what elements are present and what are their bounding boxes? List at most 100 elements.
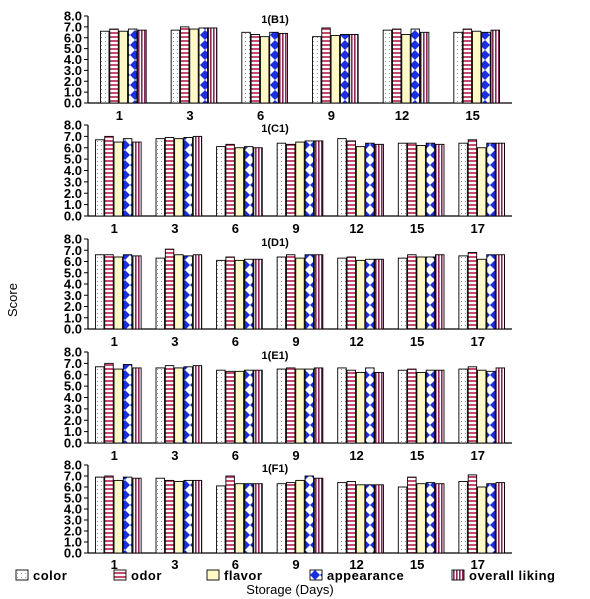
bar-odor xyxy=(110,29,119,103)
x-tick-label: 1 xyxy=(111,448,118,463)
bar-overall-liking xyxy=(133,142,142,216)
x-tick-label: 1 xyxy=(116,108,123,123)
bar-appearance xyxy=(305,141,314,216)
bar-appearance xyxy=(305,476,314,553)
bar-flavor xyxy=(114,480,123,553)
bar-appearance xyxy=(123,365,132,443)
bar-overall-liking xyxy=(193,366,202,443)
bar-color xyxy=(277,143,286,216)
bar-flavor xyxy=(477,487,486,553)
bar-appearance xyxy=(366,485,375,553)
bar-appearance xyxy=(244,259,253,329)
bar-flavor xyxy=(477,259,486,329)
bar-flavor xyxy=(356,485,365,553)
legend-label: overall liking xyxy=(469,568,555,583)
bar-appearance xyxy=(487,484,496,553)
legend-label: appearance xyxy=(327,568,404,583)
legend-label: color xyxy=(33,568,67,583)
panel-2: 0.01.02.03.04.05.06.07.08.0 1(C1)1 3 6 9 12 15… xyxy=(64,118,512,237)
panel-title: 1(D1) xyxy=(261,237,289,249)
bar-color xyxy=(156,478,165,553)
x-tick-label: 9 xyxy=(292,221,299,236)
bar-appearance xyxy=(411,29,420,103)
bar-overall-liking xyxy=(496,143,505,216)
bar-overall-liking xyxy=(193,136,202,216)
bar-overall-liking xyxy=(435,255,444,329)
bar-color xyxy=(156,368,165,443)
bar-odor xyxy=(105,476,114,553)
bar-odor xyxy=(251,34,260,103)
legend-item-color: color xyxy=(16,568,67,583)
bar-color xyxy=(459,369,468,443)
bar-appearance xyxy=(366,143,375,216)
bar-appearance xyxy=(244,147,253,216)
bar-overall-liking xyxy=(279,33,288,103)
bar-odor xyxy=(180,27,189,103)
bar-flavor xyxy=(119,31,128,103)
x-axis-label: Storage (Days) xyxy=(246,582,333,597)
x-tick-label: 17 xyxy=(470,448,484,463)
bar-overall-liking xyxy=(375,144,384,216)
bar-flavor xyxy=(114,369,123,443)
bar-appearance xyxy=(305,255,314,329)
chart-panels: 0.01.02.03.04.05.06.07.08.0 1(B1)1 3 6 9 12 15… xyxy=(64,9,512,573)
bar-appearance xyxy=(184,367,193,443)
bar-appearance xyxy=(184,256,193,329)
bar-flavor xyxy=(402,34,411,103)
bar-flavor xyxy=(477,148,486,216)
bar-flavor xyxy=(175,139,184,216)
bar-flavor xyxy=(175,482,184,554)
bar-color xyxy=(338,139,347,216)
legend-swatch xyxy=(310,570,322,580)
bar-odor xyxy=(165,366,174,443)
bar-overall-liking xyxy=(496,368,505,443)
bar-odor xyxy=(408,369,417,443)
bar-appearance xyxy=(123,139,132,216)
bar-appearance xyxy=(270,32,279,103)
bar-color xyxy=(217,147,226,216)
bar-color xyxy=(277,257,286,329)
x-tick-label: 15 xyxy=(410,557,424,572)
bar-color xyxy=(95,477,104,553)
x-tick-label: 3 xyxy=(171,448,178,463)
bar-appearance xyxy=(426,143,435,216)
bar-color xyxy=(312,37,321,103)
legend-swatch xyxy=(114,570,126,580)
bar-appearance xyxy=(426,370,435,443)
y-tick-label: 8.0 xyxy=(64,118,82,133)
bar-flavor xyxy=(417,145,426,216)
bar-flavor xyxy=(417,257,426,329)
x-tick-label: 3 xyxy=(186,108,193,123)
legend-item-appearance: appearance xyxy=(310,568,404,583)
bar-overall-liking xyxy=(420,32,429,103)
bar-color xyxy=(459,143,468,216)
bar-appearance xyxy=(244,484,253,553)
bar-overall-liking xyxy=(133,478,142,553)
bar-color xyxy=(277,484,286,553)
legend-swatch xyxy=(16,570,28,580)
bar-odor xyxy=(286,255,295,329)
bar-appearance xyxy=(128,29,137,103)
bar-flavor xyxy=(235,148,244,216)
legend-item-overall-liking: overall liking xyxy=(452,568,555,583)
bar-odor xyxy=(392,29,401,103)
bar-flavor xyxy=(417,484,426,553)
bar-color xyxy=(217,486,226,553)
bar-flavor xyxy=(331,36,340,103)
x-tick-label: 17 xyxy=(470,334,484,349)
x-tick-label: 1 xyxy=(111,334,118,349)
bar-overall-liking xyxy=(350,34,359,103)
bar-overall-liking xyxy=(133,256,142,329)
bar-color xyxy=(398,258,407,329)
bar-odor xyxy=(408,255,417,329)
bar-overall-liking xyxy=(138,30,147,103)
bar-flavor xyxy=(296,480,305,553)
bar-flavor xyxy=(175,255,184,329)
bar-flavor xyxy=(190,29,199,103)
bar-color xyxy=(454,32,463,103)
bar-odor xyxy=(165,480,174,553)
bar-flavor xyxy=(356,260,365,329)
bar-appearance xyxy=(244,370,253,443)
bar-overall-liking xyxy=(133,368,142,443)
